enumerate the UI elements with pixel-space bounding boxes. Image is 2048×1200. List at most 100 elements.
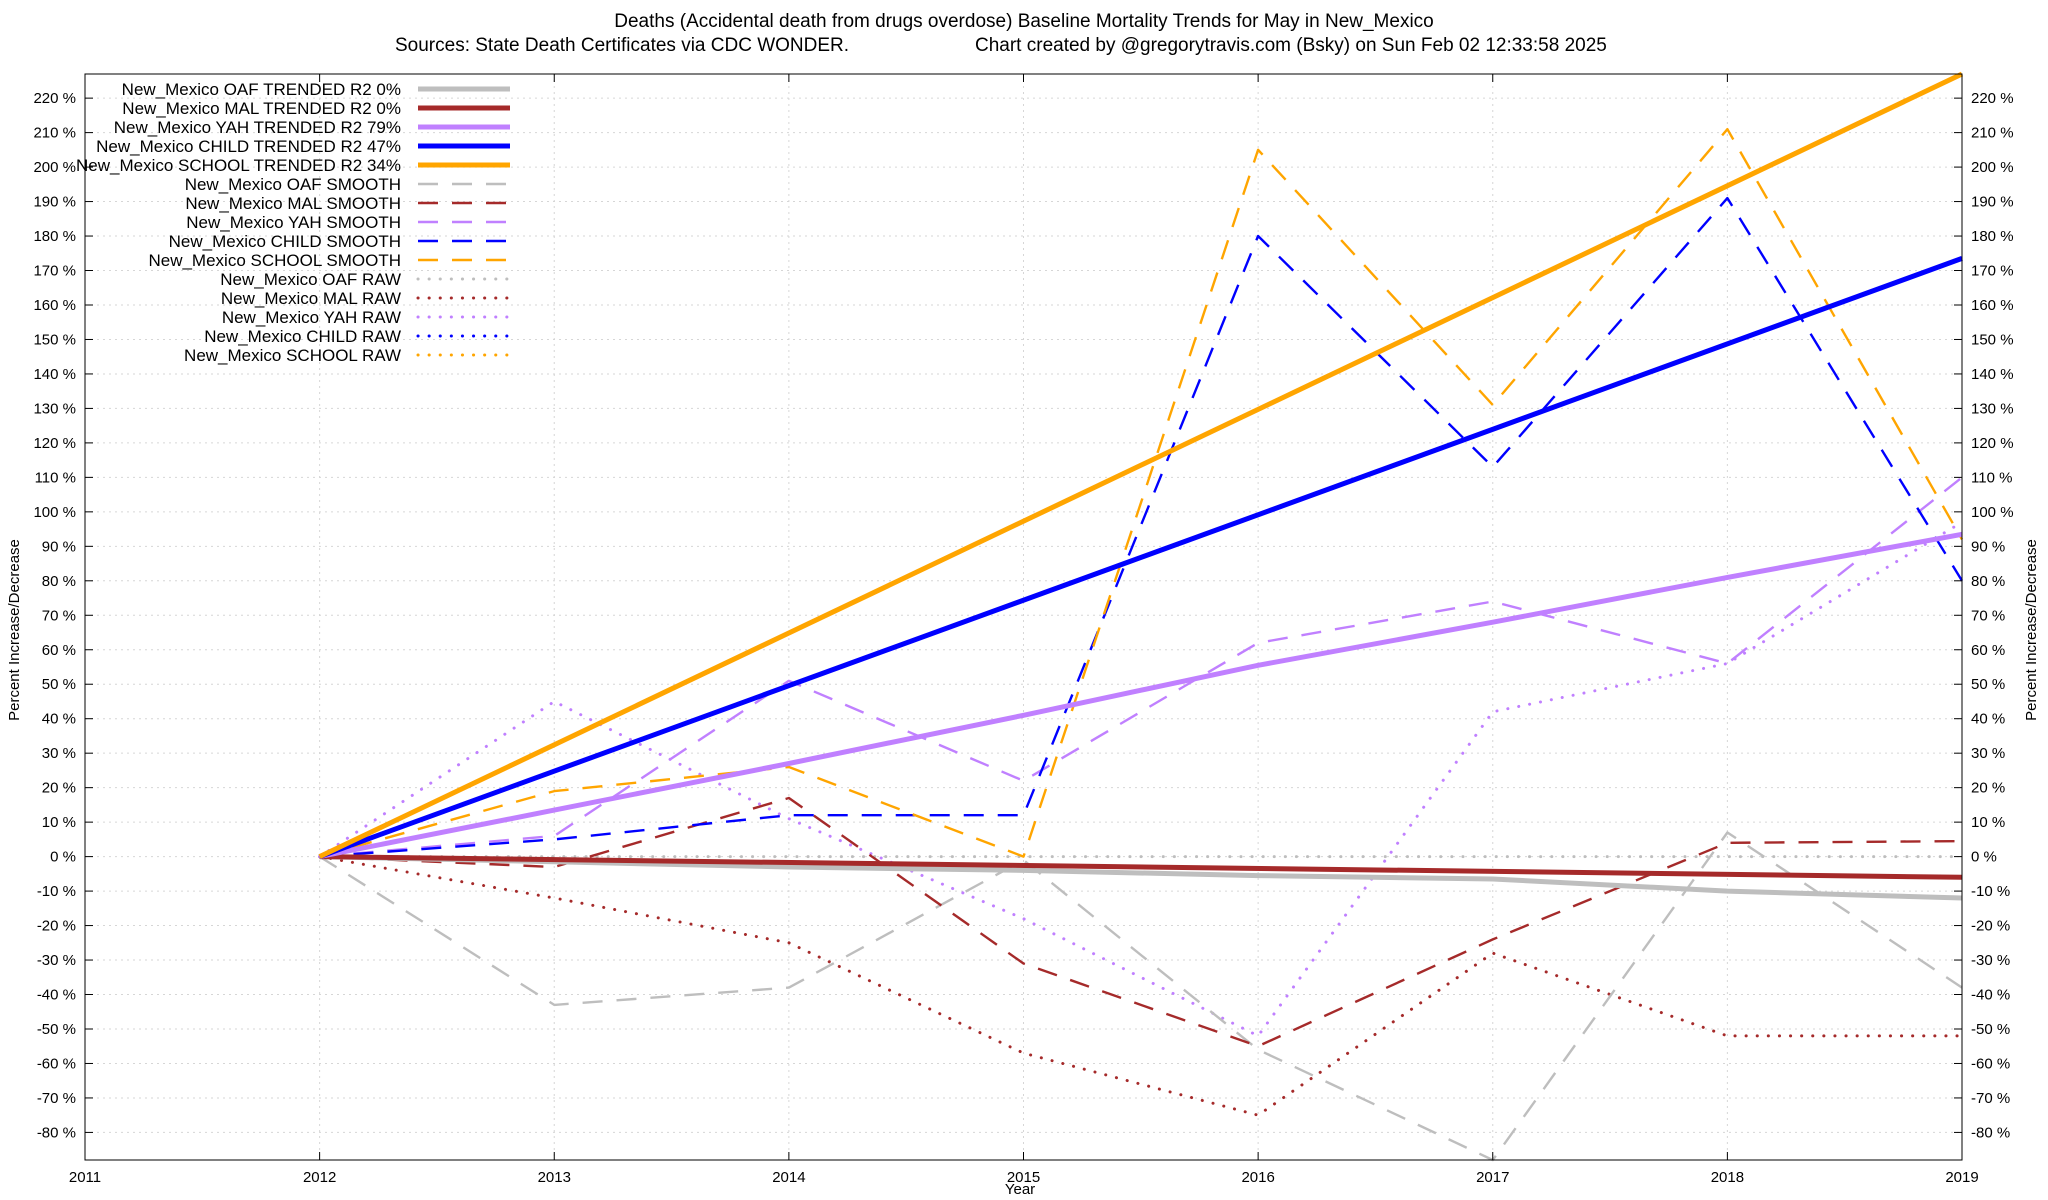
y-tick-label-left: 20 % [42,780,76,797]
x-tick-label: 2013 [538,1169,571,1186]
y-tick-label-right: 180 % [1971,228,2014,245]
y-tick-label-right: 30 % [1971,745,2005,762]
y-tick-label-right: 160 % [1971,297,2014,314]
legend-label: New_Mexico MAL RAW [221,289,401,308]
y-tick-label-left: -10 % [37,883,76,900]
y-tick-label-right: -60 % [1971,1055,2010,1072]
series-line-11 [318,855,1964,1117]
series-line-6 [319,796,1963,1048]
y-tick-label-right: 190 % [1971,194,2014,211]
series-line-1 [319,854,1963,880]
y-tick-label-right: 40 % [1971,711,2005,728]
chart-title: Deaths (Accidental death from drugs over… [614,11,1433,32]
y-tick-label-right: -80 % [1971,1124,2010,1141]
tick-labels: 2011 2012 2013 2014 2015 2016 2017 2018 2019 -80 … [33,90,2013,1186]
y-tick-label-right: 110 % [1971,469,2012,486]
y-tick-label-right: 140 % [1971,366,2014,383]
legend-label: New_Mexico OAF TRENDED R2 0% [122,80,401,99]
x-tick-label: 2015 [1007,1169,1040,1186]
y-tick-label-left: -80 % [37,1124,76,1141]
y-tick-label-left: 150 % [33,331,76,348]
y-tick-label-left: 0 % [50,849,76,866]
y-tick-label-right: -30 % [1971,952,2010,969]
y-tick-label-left: -20 % [37,918,76,935]
y-tick-label-left: 180 % [33,228,76,245]
y-tick-label-left: 90 % [42,538,76,555]
x-tick-label: 2012 [303,1169,336,1186]
y-tick-label-right: 90 % [1971,538,2005,555]
y-tick-label-right: 170 % [1971,263,2014,280]
y-tick-label-right: 100 % [1971,504,2014,521]
y-tick-label-left: 210 % [33,125,76,142]
y-tick-label-right: 130 % [1971,400,2014,417]
x-tick-label: 2011 [69,1169,101,1186]
legend-label: New_Mexico OAF RAW [220,270,401,289]
legend-label: New_Mexico CHILD RAW [204,327,401,346]
y-tick-label-left: 200 % [33,159,76,176]
y-tick-label-left: -40 % [37,987,76,1004]
x-tick-label: 2019 [1945,1169,1978,1186]
series-line-7 [319,476,1963,858]
y-tick-label-right: 60 % [1971,642,2005,659]
y-tick-label-left: 50 % [42,676,76,693]
y-tick-label-right: 220 % [1971,90,2014,107]
y-tick-label-right: -10 % [1971,883,2010,900]
y-tick-label-left: -50 % [37,1021,76,1038]
series-line-9 [319,127,1964,858]
y-axis-label-right: Percent Increase/Decrease [2023,539,2040,721]
series-line-4 [318,71,1964,859]
y-tick-label-right: 70 % [1971,607,2005,624]
y-tick-label-right: 50 % [1971,676,2005,693]
series-line-0 [319,854,1963,901]
legend-label: New_Mexico OAF SMOOTH [185,175,401,194]
y-tick-label-left: 220 % [33,90,76,107]
legend: New_Mexico OAF TRENDED R2 0% New_Mexico M… [76,80,512,365]
y-tick-label-left: 160 % [33,297,76,314]
x-axis-label: Year [1005,1181,1035,1198]
legend-label: New_Mexico SCHOOL SMOOTH [148,251,401,270]
x-tick-label: 2014 [772,1169,805,1186]
y-tick-label-left: -60 % [37,1055,76,1072]
legend-label: New_Mexico MAL SMOOTH [185,194,401,213]
y-tick-label-left: 30 % [42,745,76,762]
y-tick-label-left: 120 % [33,435,76,452]
series-line-2 [319,531,1963,860]
y-tick-label-right: 150 % [1971,331,2014,348]
y-axis-label-left: Percent Increase/Decrease [6,539,23,721]
y-tick-label-left: 40 % [42,711,76,728]
series-line-5 [318,831,1963,1162]
legend-label: New_Mexico SCHOOL TRENDED R2 34% [76,156,401,175]
y-tick-label-left: -30 % [37,952,76,969]
chart-subtitle-credit: Chart created by @gregorytravis.com (Bsk… [975,35,1607,56]
y-tick-label-left: 60 % [42,642,76,659]
legend-label: New_Mexico SCHOOL RAW [184,346,401,365]
y-tick-label-left: 190 % [33,194,76,211]
y-tick-label-left: 10 % [42,814,76,831]
legend-label: New_Mexico CHILD TRENDED R2 47% [96,137,401,156]
y-tick-label-right: -70 % [1971,1090,2010,1107]
series-layer [318,71,1964,1162]
y-tick-label-right: -40 % [1971,987,2010,1004]
y-tick-label-right: -20 % [1971,918,2010,935]
legend-label: New_Mexico YAH SMOOTH [186,213,401,232]
y-tick-label-left: 80 % [42,573,76,590]
y-tick-label-right: 210 % [1971,125,2014,142]
series-line-8 [319,196,1964,858]
y-tick-label-left: 130 % [33,400,76,417]
legend-label: New_Mexico YAH RAW [222,308,401,327]
y-tick-label-right: 20 % [1971,780,2005,797]
y-tick-label-right: 10 % [1971,814,2005,831]
y-tick-label-right: 200 % [1971,159,2014,176]
y-tick-label-left: 100 % [33,504,76,521]
series-line-12 [318,520,1964,1038]
x-tick-label: 2016 [1241,1169,1274,1186]
chart-subtitle-sources: Sources: State Death Certificates via CD… [395,35,849,56]
y-tick-label-left: 70 % [42,607,76,624]
legend-label: New_Mexico CHILD SMOOTH [169,232,401,251]
legend-label: New_Mexico YAH TRENDED R2 79% [114,118,401,137]
tick-marks [84,74,1963,1160]
y-tick-label-left: 170 % [33,263,76,280]
x-tick-label: 2018 [1711,1169,1744,1186]
x-tick-label: 2017 [1476,1169,1509,1186]
